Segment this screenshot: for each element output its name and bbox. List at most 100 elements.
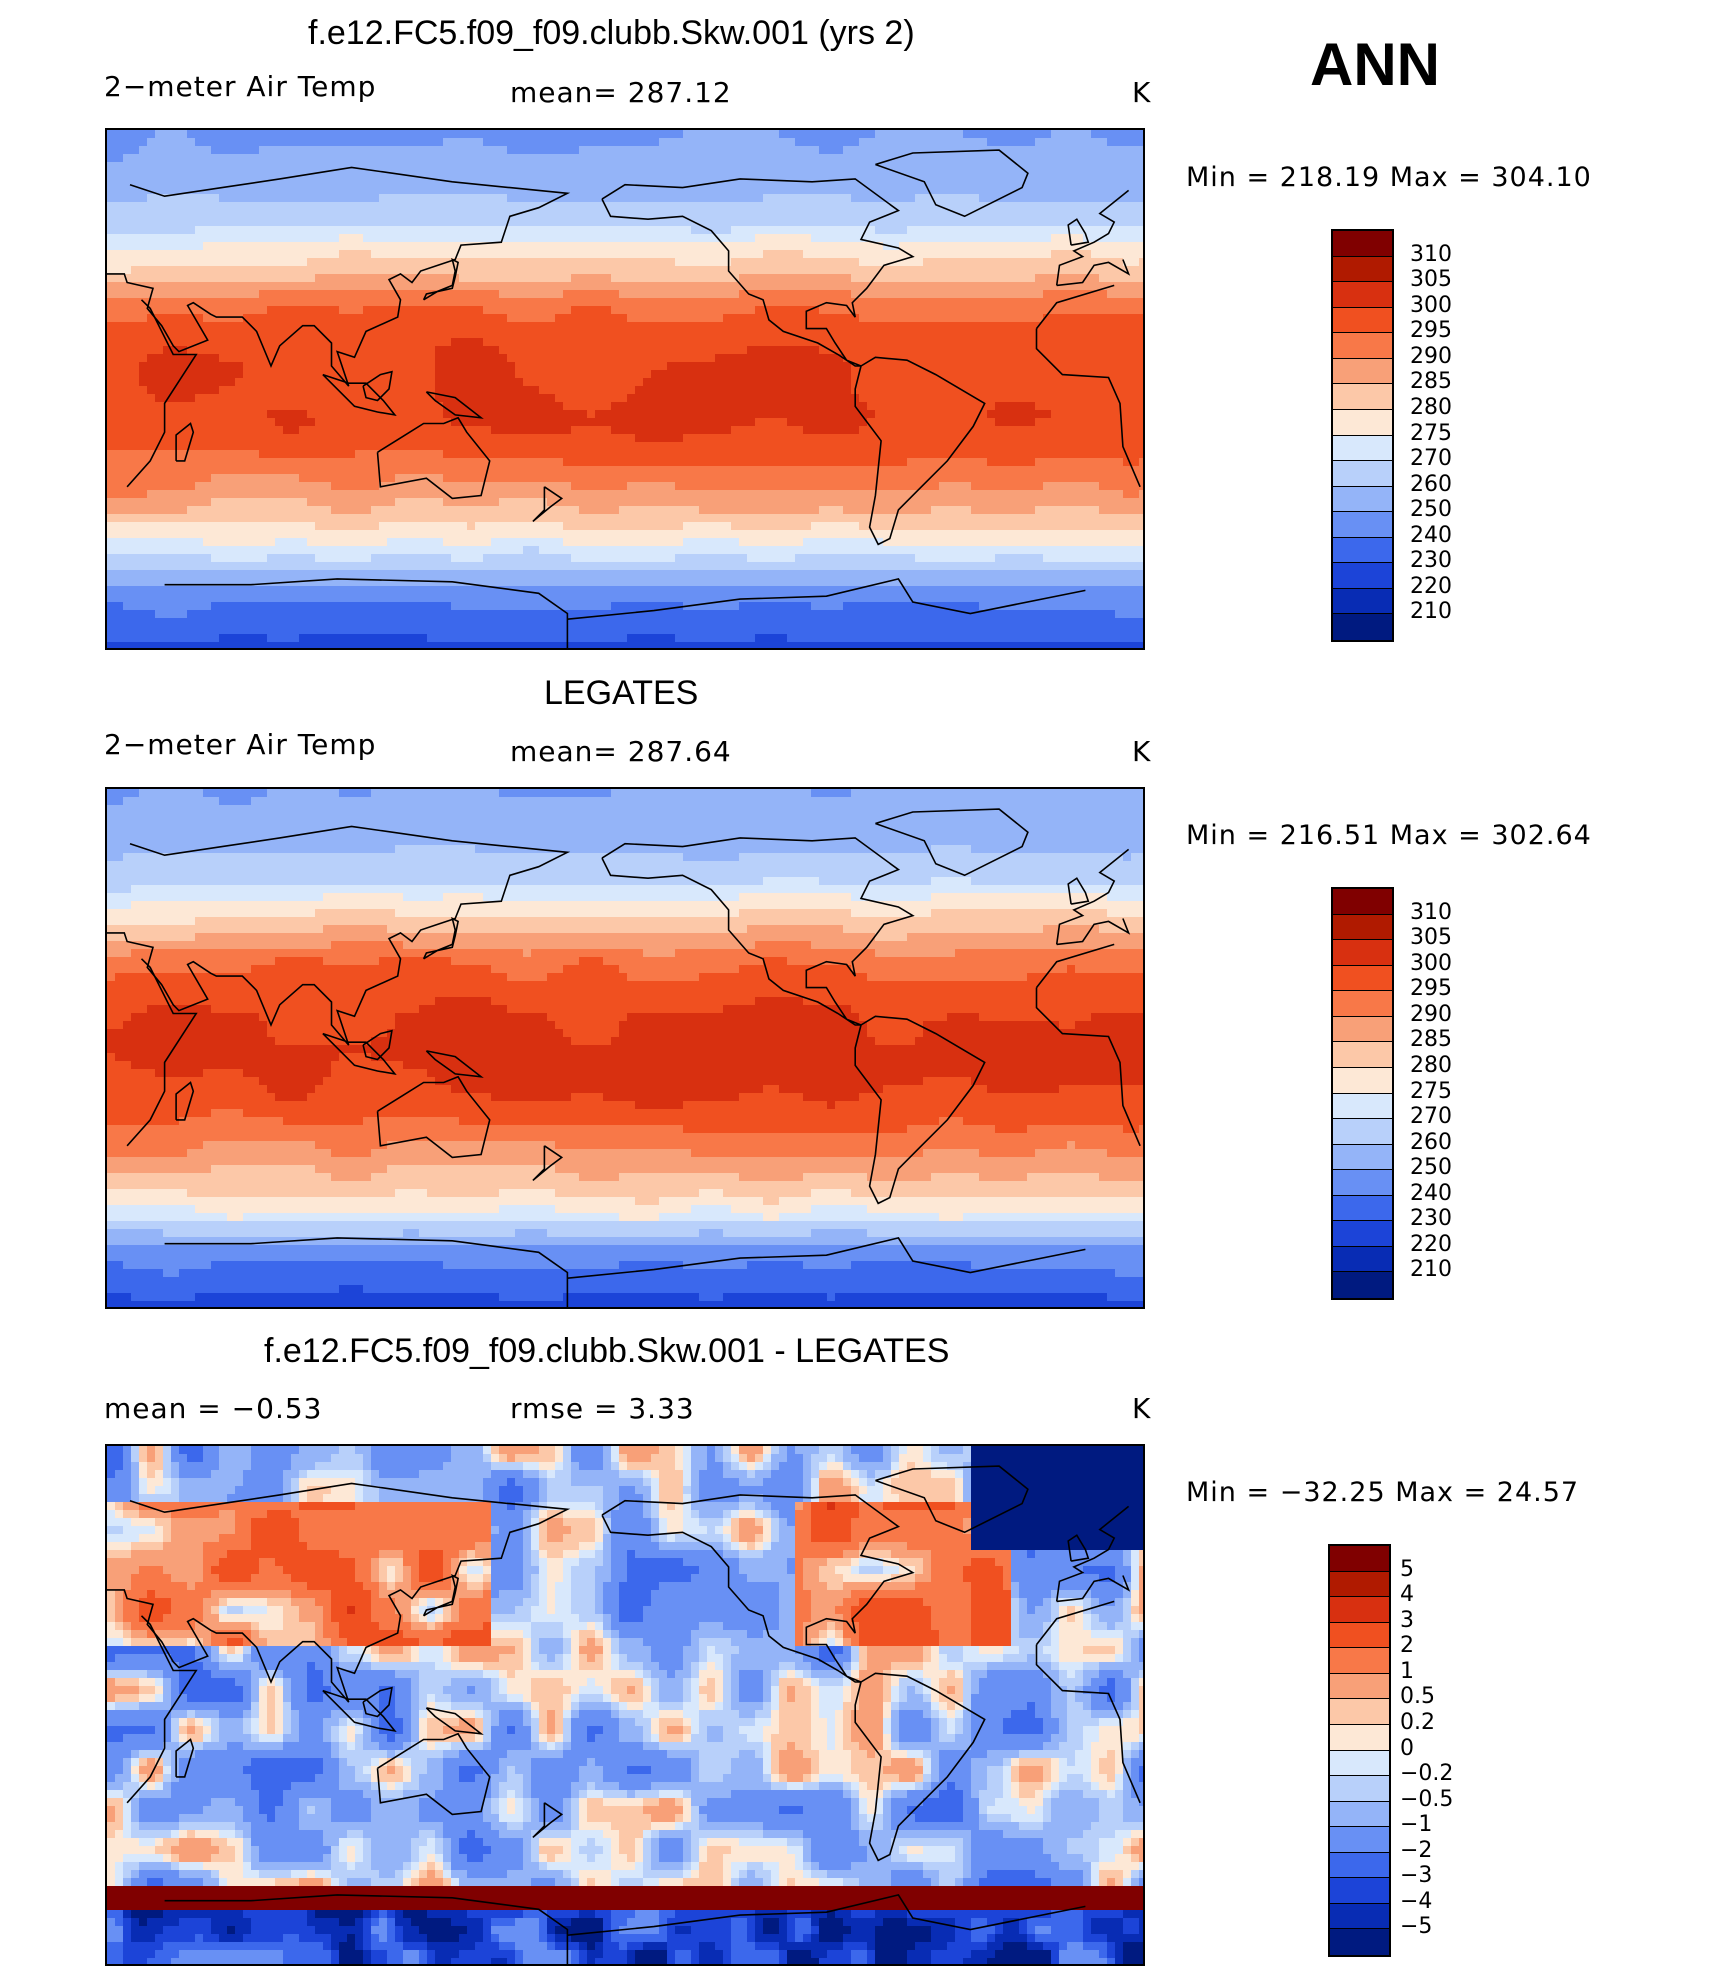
field-cell <box>419 346 428 355</box>
field-cell <box>411 346 420 355</box>
field-cell <box>1035 402 1044 411</box>
field-cell <box>771 338 780 347</box>
field-cell <box>627 370 636 379</box>
field-cell <box>619 258 628 267</box>
field-cell <box>299 130 308 139</box>
field-cell <box>443 178 452 187</box>
field-cell <box>627 194 636 203</box>
field-cell <box>451 314 460 323</box>
field-cell <box>443 426 452 435</box>
field-cell <box>835 362 844 371</box>
field-cell <box>403 226 412 235</box>
field-cell <box>739 258 748 267</box>
field-cell <box>675 250 684 259</box>
field-cell <box>867 146 876 155</box>
field-cell <box>123 210 132 219</box>
field-cell <box>523 418 532 427</box>
field-cell <box>755 210 764 219</box>
field-cell <box>1091 378 1100 387</box>
field-cell <box>147 354 156 363</box>
field-cell <box>403 370 412 379</box>
field-cell <box>379 338 388 347</box>
field-cell <box>731 266 740 275</box>
field-cell <box>115 138 124 147</box>
field-cell <box>1131 170 1140 179</box>
field-cell <box>1091 250 1100 259</box>
field-cell <box>395 186 404 195</box>
field-cell <box>187 274 196 283</box>
field-cell <box>979 210 988 219</box>
field-cell <box>219 282 228 291</box>
field-cell <box>1107 226 1116 235</box>
field-cell <box>155 186 164 195</box>
field-cell <box>259 178 268 187</box>
field-cell <box>803 370 812 379</box>
field-cell <box>699 378 708 387</box>
field-cell <box>963 266 972 275</box>
field-cell <box>795 306 804 315</box>
field-cell <box>403 266 412 275</box>
field-cell <box>931 362 940 371</box>
field-cell <box>195 146 204 155</box>
field-cell <box>139 170 148 179</box>
field-cell <box>891 338 900 347</box>
field-cell <box>459 378 468 387</box>
field-cell <box>267 274 276 283</box>
field-cell <box>371 258 380 267</box>
field-cell <box>1027 226 1036 235</box>
field-cell <box>139 418 148 427</box>
field-cell <box>291 274 300 283</box>
field-cell <box>1139 314 1143 323</box>
field-cell <box>563 202 572 211</box>
field-cell <box>555 266 564 275</box>
field-cell <box>1139 218 1143 227</box>
field-cell <box>123 162 132 171</box>
field-cell <box>523 394 532 403</box>
field-cell <box>947 226 956 235</box>
field-cell <box>179 410 188 419</box>
field-cell <box>731 402 740 411</box>
field-cell <box>739 186 748 195</box>
field-cell <box>763 210 772 219</box>
field-cell <box>483 394 492 403</box>
field-cell <box>219 378 228 387</box>
field-cell <box>875 266 884 275</box>
field-cell <box>171 394 180 403</box>
field-cell <box>899 274 908 283</box>
field-cell <box>355 186 364 195</box>
field-cell <box>819 338 828 347</box>
field-cell <box>1035 154 1044 163</box>
field-cell <box>819 250 828 259</box>
field-cell <box>115 346 124 355</box>
field-cell <box>899 186 908 195</box>
field-cell <box>955 426 964 435</box>
field-cell <box>1107 394 1116 403</box>
field-cell <box>811 322 820 331</box>
field-cell <box>907 370 916 379</box>
field-cell <box>171 194 180 203</box>
field-cell <box>523 386 532 395</box>
field-cell <box>451 426 460 435</box>
field-cell <box>1139 418 1143 427</box>
field-cell <box>523 282 532 291</box>
field-cell <box>227 138 236 147</box>
field-cell <box>475 282 484 291</box>
field-cell <box>811 162 820 171</box>
field-cell <box>947 426 956 435</box>
field-cell <box>251 330 260 339</box>
field-cell <box>435 298 444 307</box>
field-cell <box>1107 258 1116 267</box>
field-cell <box>403 306 412 315</box>
field-cell <box>803 354 812 363</box>
field-cell <box>971 306 980 315</box>
field-cell <box>547 306 556 315</box>
field-cell <box>715 234 724 243</box>
field-cell <box>739 418 748 427</box>
field-cell <box>979 418 988 427</box>
field-cell <box>171 306 180 315</box>
field-cell <box>491 426 500 435</box>
field-cell <box>219 234 228 243</box>
field-cell <box>915 402 924 411</box>
season-label: ANN <box>1310 30 1440 99</box>
field-cell <box>1027 146 1036 155</box>
